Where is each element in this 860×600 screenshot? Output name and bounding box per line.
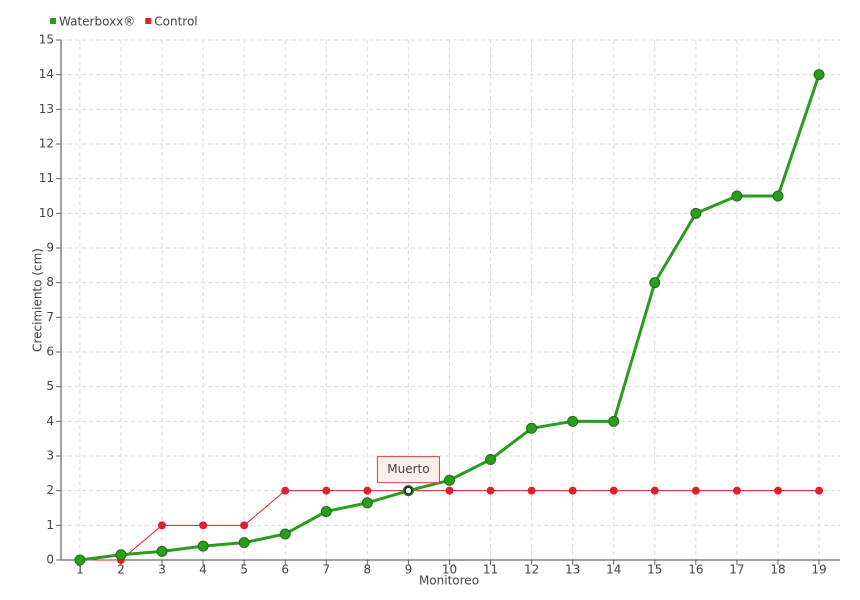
point — [568, 486, 577, 495]
y-tick-label: 8 — [46, 275, 54, 289]
y-tick-label: 10 — [39, 206, 54, 220]
point — [691, 486, 700, 495]
point — [197, 540, 209, 552]
y-tick-label: 14 — [39, 67, 54, 81]
y-tick-label: 3 — [46, 449, 54, 463]
y-axis-label: Crecimiento (cm) — [31, 248, 45, 352]
y-tick-label: 11 — [39, 171, 54, 185]
x-tick-label: 17 — [729, 563, 744, 577]
point — [199, 521, 208, 530]
x-tick-label: 4 — [199, 563, 207, 577]
point — [320, 505, 332, 517]
point — [322, 486, 331, 495]
x-tick-label: 6 — [281, 563, 289, 577]
x-tick-label: 8 — [364, 563, 372, 577]
y-tick-label: 1 — [46, 518, 54, 532]
x-tick-label: 11 — [483, 563, 498, 577]
point — [526, 422, 538, 434]
point — [731, 190, 743, 202]
y-tick-label: 9 — [46, 241, 54, 255]
legend-label: Control — [154, 15, 197, 29]
y-tick-label: 6 — [46, 345, 54, 359]
x-tick-label: 16 — [688, 563, 703, 577]
point — [74, 554, 86, 566]
point — [156, 545, 168, 557]
point — [486, 486, 495, 495]
legend-label: Waterboxx® — [59, 15, 135, 29]
y-tick-label: 15 — [39, 33, 54, 47]
legend-swatch — [50, 18, 56, 24]
y-tick-label: 7 — [46, 310, 54, 324]
point — [443, 474, 455, 486]
point — [485, 453, 497, 465]
point — [773, 486, 782, 495]
point — [281, 486, 290, 495]
point — [772, 190, 784, 202]
point — [732, 486, 741, 495]
point — [813, 69, 825, 81]
point — [815, 486, 824, 495]
point — [240, 521, 249, 530]
point — [238, 537, 250, 549]
point — [158, 521, 167, 530]
point — [650, 486, 659, 495]
point — [445, 486, 454, 495]
x-axis-label: Monitoreo — [419, 574, 479, 588]
x-tick-label: 13 — [565, 563, 580, 577]
x-tick-label: 19 — [811, 563, 826, 577]
point — [609, 486, 618, 495]
x-tick-label: 2 — [117, 563, 125, 577]
point — [608, 415, 620, 427]
x-tick-label: 15 — [647, 563, 662, 577]
point — [527, 486, 536, 495]
y-tick-label: 0 — [46, 553, 54, 567]
legend-swatch — [145, 18, 152, 24]
annotation-point — [404, 486, 413, 495]
x-tick-label: 18 — [770, 563, 785, 577]
annotation-box — [376, 456, 440, 484]
x-tick-label: 9 — [405, 563, 413, 577]
point — [363, 486, 372, 495]
x-tick-label: 1 — [76, 563, 84, 577]
y-tick-label: 12 — [39, 137, 54, 151]
point — [115, 549, 127, 561]
annotation-text: Muerto — [387, 462, 429, 476]
y-tick-label: 5 — [46, 379, 54, 393]
point — [567, 415, 579, 427]
y-tick-label: 4 — [46, 414, 54, 428]
x-tick-label: 3 — [158, 563, 166, 577]
point — [361, 497, 373, 509]
x-tick-label: 10 — [442, 563, 457, 577]
x-tick-label: 5 — [240, 563, 248, 577]
point — [279, 528, 291, 540]
point — [690, 207, 702, 219]
y-tick-label: 13 — [39, 102, 54, 116]
x-tick-label: 14 — [606, 563, 621, 577]
x-tick-label: 7 — [322, 563, 330, 577]
point — [649, 277, 661, 289]
y-tick-label: 2 — [46, 483, 54, 497]
x-tick-label: 12 — [524, 563, 539, 577]
